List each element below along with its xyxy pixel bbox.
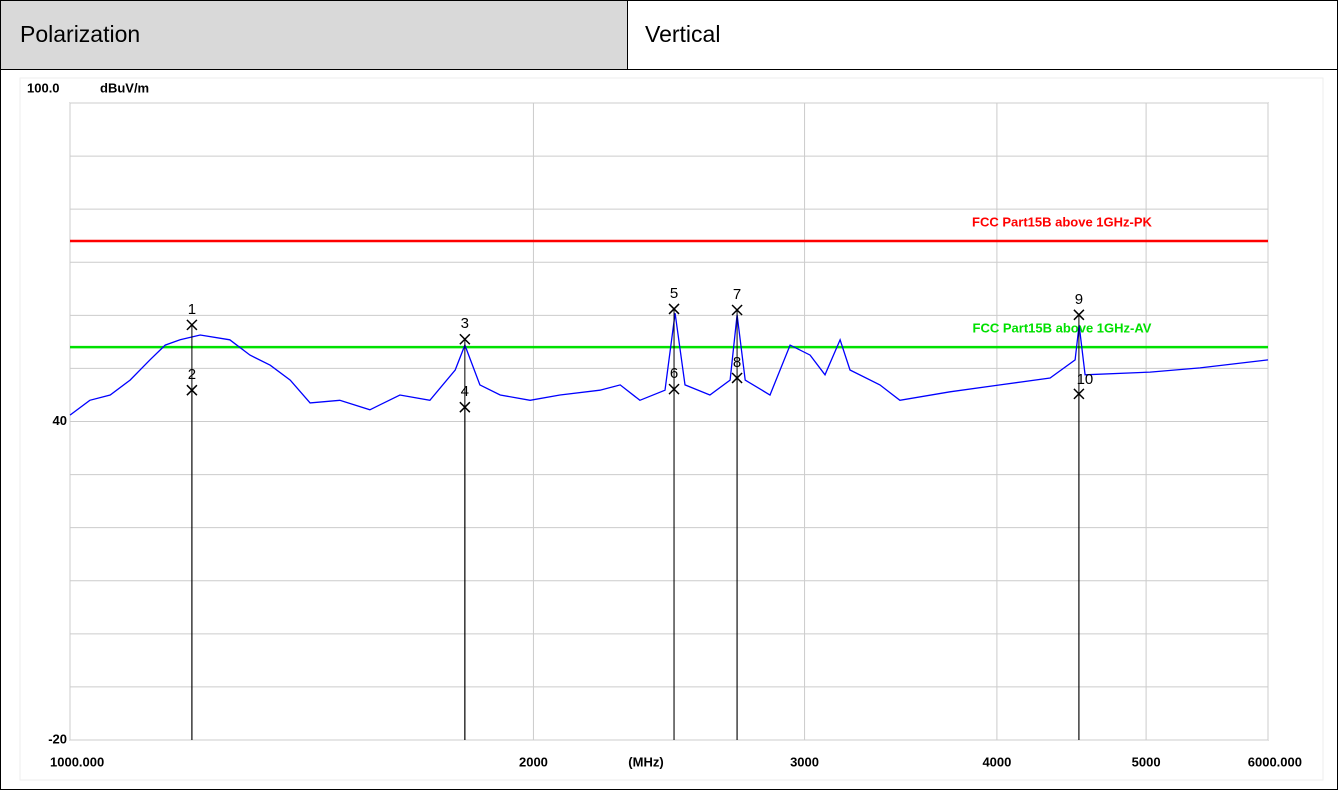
y-unit: dBuV/m — [100, 80, 149, 95]
header-label: Polarization — [20, 21, 140, 47]
x-axis-label: (MHz) — [628, 754, 663, 769]
marker — [668, 383, 680, 395]
y-tick-label: 40 — [53, 413, 67, 428]
marker-label: 8 — [733, 354, 741, 371]
marker — [186, 319, 198, 331]
marker — [1073, 388, 1085, 400]
marker — [1073, 309, 1085, 321]
marker-label: 3 — [461, 315, 469, 332]
limit-label: FCC Part15B above 1GHz-PK — [972, 214, 1152, 229]
y-tick-label: 100.0 — [27, 80, 60, 95]
x-tick-label: 3000 — [790, 754, 819, 769]
trace — [69, 313, 1269, 416]
marker-label: 2 — [188, 366, 196, 383]
marker — [459, 333, 471, 345]
marker — [186, 384, 198, 396]
x-tick-label: 4000 — [982, 754, 1011, 769]
marker-label: 1 — [188, 301, 196, 318]
marker — [668, 303, 680, 315]
marker — [731, 304, 743, 316]
x-tick-label: 5000 — [1132, 754, 1161, 769]
marker-label: 7 — [733, 286, 741, 303]
header-cell — [627, 0, 1338, 70]
x-tick-label: 6000.000 — [1248, 754, 1302, 769]
limit-label: FCC Part15B above 1GHz-AV — [973, 321, 1152, 336]
header-cell — [0, 0, 628, 70]
marker-label: 9 — [1075, 291, 1083, 308]
header-value: Vertical — [645, 21, 720, 47]
x-tick-label: 2000 — [519, 754, 548, 769]
marker — [731, 372, 743, 384]
marker-label: 6 — [670, 365, 678, 382]
y-tick-label: -20 — [48, 731, 67, 746]
marker-label: 5 — [670, 285, 678, 302]
marker — [459, 401, 471, 413]
marker-label: 10 — [1077, 371, 1094, 388]
x-tick-label: 1000.000 — [50, 754, 104, 769]
marker-label: 4 — [461, 383, 469, 400]
